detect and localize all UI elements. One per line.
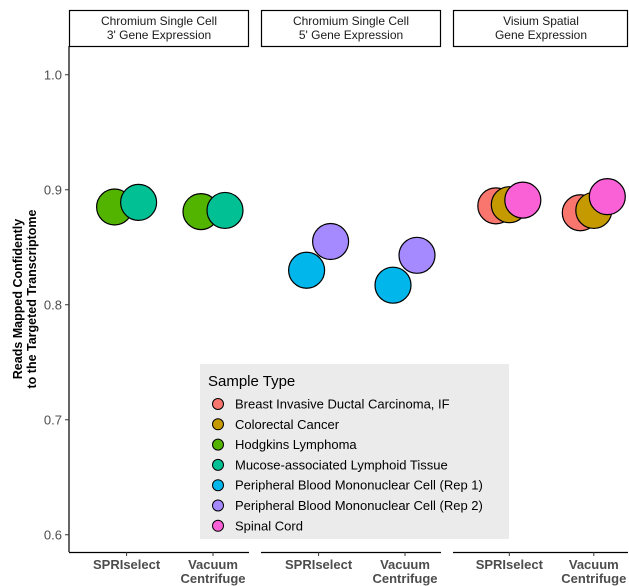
- x-tick-label-line: Centrifuge: [181, 571, 246, 586]
- facet-strip: [260, 9, 442, 48]
- legend-item-label: Colorectal Cancer: [235, 417, 340, 432]
- data-point: [588, 178, 626, 216]
- legend-swatch: [212, 519, 224, 532]
- facet-title-line: Visium Spatial: [503, 14, 579, 28]
- facet-title-line: Gene Expression: [495, 28, 587, 42]
- legend-title: Sample Type: [208, 373, 295, 390]
- y-axis-title-line: Reads Mapped Confidently: [11, 219, 25, 379]
- x-tick-label: Vacuum Centrifuge: [373, 557, 438, 586]
- facet-title-line: Chromium Single Cell: [101, 14, 217, 28]
- data-point: [120, 183, 158, 221]
- x-tick-label-line: Centrifuge: [373, 571, 438, 586]
- y-axis-title: Reads Mapped Confidentlyto the Targeted …: [11, 209, 39, 388]
- x-tick-label: SPRIselect: [285, 557, 353, 572]
- y-tick-label: 0.7: [44, 412, 62, 427]
- data-point: [504, 181, 542, 219]
- data-point: [398, 236, 436, 274]
- x-tick-label: Vacuum Centrifuge: [181, 557, 246, 586]
- x-tick-label-line: Vacuum: [569, 557, 619, 572]
- y-tick-label: 0.8: [44, 297, 62, 312]
- facet-strip: [68, 9, 250, 48]
- data-point: [374, 266, 412, 304]
- x-tick-label: SPRIselect: [476, 557, 544, 572]
- legend-item-label: Peripheral Blood Mononuclear Cell (Rep 1…: [235, 478, 483, 493]
- data-point: [288, 251, 326, 289]
- y-tick-label: 1.0: [44, 67, 62, 82]
- legend-swatch: [212, 479, 224, 492]
- x-tick-label-line: SPRIselect: [93, 557, 161, 572]
- legend-swatch: [212, 458, 224, 471]
- x-tick-label-line: SPRIselect: [476, 557, 544, 572]
- legend-swatch: [212, 499, 224, 512]
- facet-title-line: 5' Gene Expression: [299, 28, 403, 42]
- x-tick-label-line: Centrifuge: [561, 571, 626, 586]
- legend-item-label: Spinal Cord: [235, 518, 303, 533]
- legend-background: [200, 364, 509, 539]
- facet-title-line: 3' Gene Expression: [107, 28, 211, 42]
- x-tick-label-line: Vacuum: [188, 557, 238, 572]
- y-tick-label: 0.9: [44, 182, 62, 197]
- data-point: [206, 191, 244, 230]
- facet-title-line: Chromium Single Cell: [293, 14, 409, 28]
- x-tick-label-line: Vacuum: [380, 557, 430, 572]
- facet-strip: [452, 9, 629, 48]
- legend-swatch: [212, 398, 224, 410]
- legend-item-label: Mucose-associated Lymphoid Tissue: [235, 457, 448, 472]
- legend: Sample Type Breast Invasive Ductal Carcin…: [200, 364, 509, 539]
- x-tick-label: Vacuum Centrifuge: [561, 557, 626, 586]
- x-tick-label: SPRIselect: [93, 557, 161, 572]
- y-axis-title-line: to the Targeted Transcriptome: [25, 209, 39, 388]
- legend-item-label: Peripheral Blood Mononuclear Cell (Rep 2…: [235, 498, 483, 513]
- x-tick-label-line: SPRIselect: [285, 557, 353, 572]
- data-point: [312, 222, 350, 261]
- y-tick-label: 0.6: [44, 527, 62, 542]
- legend-item-label: Hodgkins Lymphoma: [235, 437, 357, 452]
- legend-swatch: [212, 438, 224, 451]
- legend-item-label: Breast Invasive Ductal Carcinoma, IF: [235, 397, 450, 412]
- legend-swatch: [212, 418, 224, 431]
